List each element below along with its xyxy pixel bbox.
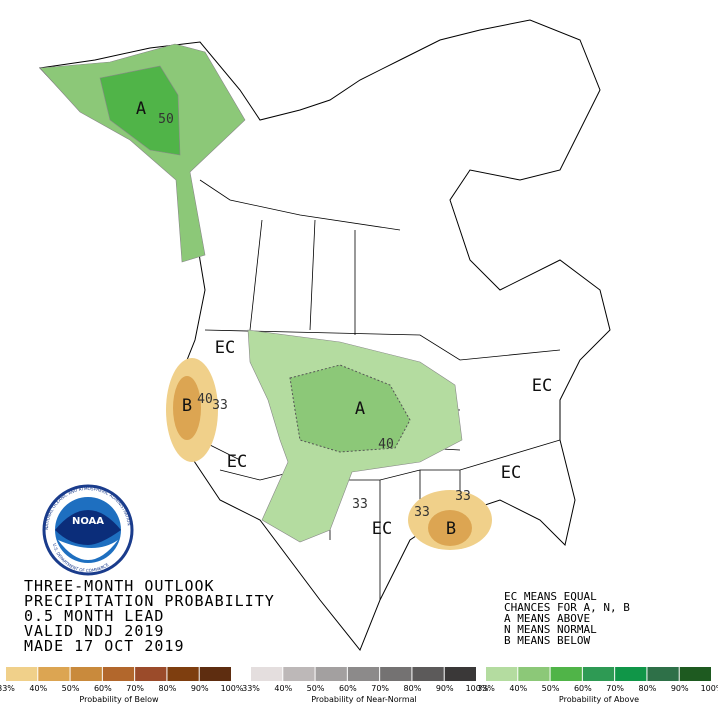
legend-swatch	[518, 667, 550, 681]
map-label: 50	[158, 112, 174, 127]
map-label: EC	[215, 338, 235, 358]
legend-swatch	[412, 667, 444, 681]
above-region	[290, 365, 410, 452]
legend-tick-label: 90%	[436, 684, 454, 693]
map-label: EC	[227, 452, 247, 472]
legend-caption: Probability of Near-Normal	[311, 695, 417, 704]
map-label: A	[355, 399, 365, 419]
logo-name: NOAA	[72, 516, 104, 527]
legend-tick-label: 33%	[242, 684, 260, 693]
map-label: 40	[197, 392, 213, 407]
legend-tick-label: 80%	[404, 684, 422, 693]
key-line: N MEANS NORMAL	[504, 623, 597, 636]
map-label: A	[136, 99, 146, 119]
legend-tick-label: 50%	[307, 684, 325, 693]
legend-tick-label: 40%	[29, 684, 47, 693]
title-line: MADE 17 OCT 2019	[24, 637, 185, 655]
title-line: VALID NDJ 2019	[24, 622, 164, 640]
map-label: 33	[455, 489, 471, 504]
above-region	[39, 43, 246, 263]
legend-swatch	[199, 667, 231, 681]
contour	[289, 364, 411, 453]
legend-tick-label: 100%	[466, 684, 489, 693]
legend-swatch	[251, 667, 283, 681]
legend-tick-label: 90%	[671, 684, 689, 693]
title-line: 0.5 MONTH LEAD	[24, 607, 164, 625]
legend-caption: Probability of Below	[79, 695, 159, 704]
legend-swatch	[70, 667, 102, 681]
title-line: PRECIPITATION PROBABILITY	[24, 592, 275, 610]
legend-swatch	[283, 667, 315, 681]
logo-bird	[55, 510, 121, 545]
key-line: B MEANS BELOW	[504, 634, 590, 647]
legend-swatch	[615, 667, 647, 681]
key-line: CHANCES FOR A, N, B	[504, 601, 630, 614]
legend-swatch	[102, 667, 135, 681]
legend-swatch	[647, 667, 679, 681]
legend-swatch	[679, 667, 711, 681]
map-label: EC	[501, 463, 521, 483]
legend-caption: Probability of Above	[559, 695, 639, 704]
legend-tick-label: 100%	[221, 684, 244, 693]
legend-tick-label: 33%	[0, 684, 15, 693]
legend-swatch	[582, 667, 615, 681]
legend-swatch	[444, 667, 476, 681]
legend-swatch	[135, 667, 167, 681]
map-label: EC	[532, 376, 552, 396]
legend-tick-label: 50%	[542, 684, 560, 693]
title-line: THREE-MONTH OUTLOOK	[24, 577, 215, 595]
map-label: 40	[378, 437, 394, 452]
legend-swatch	[347, 667, 380, 681]
key-line: A MEANS ABOVE	[504, 612, 590, 625]
legend-tick-label: 70%	[126, 684, 144, 693]
legend-tick-label: 70%	[371, 684, 389, 693]
legend-tick-label: 50%	[62, 684, 80, 693]
legend-tick-label: 60%	[574, 684, 592, 693]
legend-swatch	[6, 667, 38, 681]
below-region	[428, 510, 472, 546]
above-region	[99, 65, 181, 156]
legend-swatch	[38, 667, 70, 681]
legend-swatch	[486, 667, 518, 681]
map-label: B	[446, 519, 456, 539]
legend-tick-label: 70%	[606, 684, 624, 693]
legend-swatch	[380, 667, 412, 681]
map-label: B	[182, 396, 192, 416]
map-label: 33	[212, 398, 228, 413]
key-line: EC MEANS EQUAL	[504, 590, 597, 603]
map-label: 33	[352, 497, 368, 512]
legend-tick-label: 40%	[509, 684, 527, 693]
legend-tick-label: 60%	[94, 684, 112, 693]
legend-tick-label: 60%	[339, 684, 357, 693]
legend-tick-label: 80%	[639, 684, 657, 693]
legend-swatch	[167, 667, 199, 681]
below-region	[173, 376, 201, 440]
logo-wave	[58, 540, 118, 560]
legend-tick-label: 80%	[159, 684, 177, 693]
legend-tick-label: 33%	[477, 684, 495, 693]
map-label: EC	[372, 519, 392, 539]
legend-swatch	[315, 667, 347, 681]
legend-tick-label: 100%	[701, 684, 718, 693]
legend-tick-label: 40%	[274, 684, 292, 693]
legend-swatch	[550, 667, 582, 681]
map-label: 33	[414, 505, 430, 520]
legend-tick-label: 90%	[191, 684, 209, 693]
